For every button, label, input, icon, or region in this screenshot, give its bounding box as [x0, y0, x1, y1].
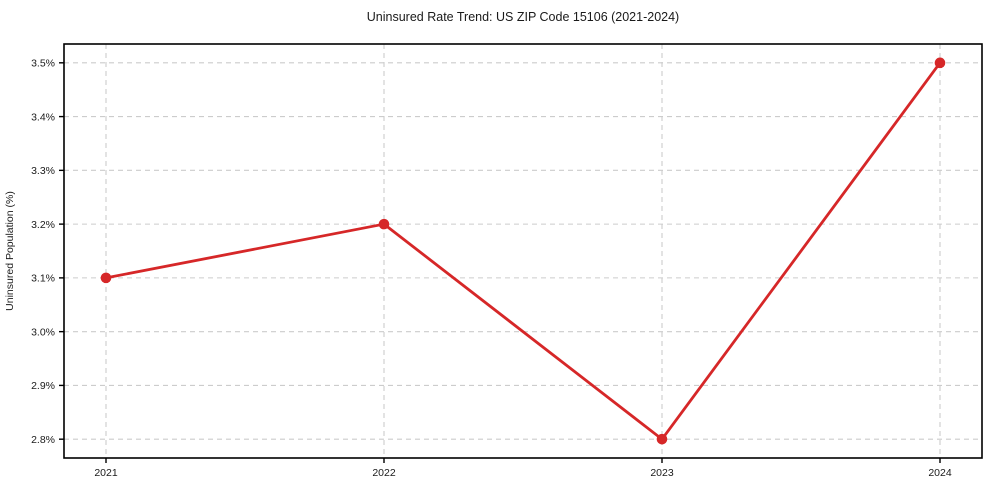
- trend-line: [104, 61, 942, 441]
- y-tick-label: 3.5%: [31, 58, 55, 70]
- gridlines: [64, 44, 982, 458]
- x-tick-label: 2024: [928, 467, 952, 479]
- y-tick-label: 3.0%: [31, 326, 55, 338]
- data-series: [100, 57, 946, 445]
- y-tick-label: 3.1%: [31, 273, 55, 285]
- chart-title: Uninsured Rate Trend: US ZIP Code 15106 …: [367, 10, 679, 24]
- y-tick-label: 2.8%: [31, 434, 55, 446]
- data-point-2021: [100, 272, 112, 284]
- y-tick-label: 2.9%: [31, 380, 55, 392]
- plot-border: [63, 43, 983, 459]
- axes: [59, 43, 983, 463]
- y-tick-label: 3.2%: [31, 219, 55, 231]
- data-point-2024: [934, 57, 946, 69]
- data-point-2022: [378, 218, 390, 230]
- y-tick-label: 3.4%: [31, 111, 55, 123]
- y-axis-label: Uninsured Population (%): [4, 191, 16, 311]
- y-tick-label: 3.3%: [31, 165, 55, 177]
- tick-labels: 2.8% 2.9% 3.0% 3.1% 3.2% 3.3% 3.4% 3.5% 2021 2022…: [31, 58, 952, 479]
- x-tick-label: 2022: [372, 467, 396, 479]
- x-tick-label: 2021: [94, 467, 118, 479]
- data-point-2023: [656, 433, 668, 445]
- x-tick-label: 2023: [650, 467, 674, 479]
